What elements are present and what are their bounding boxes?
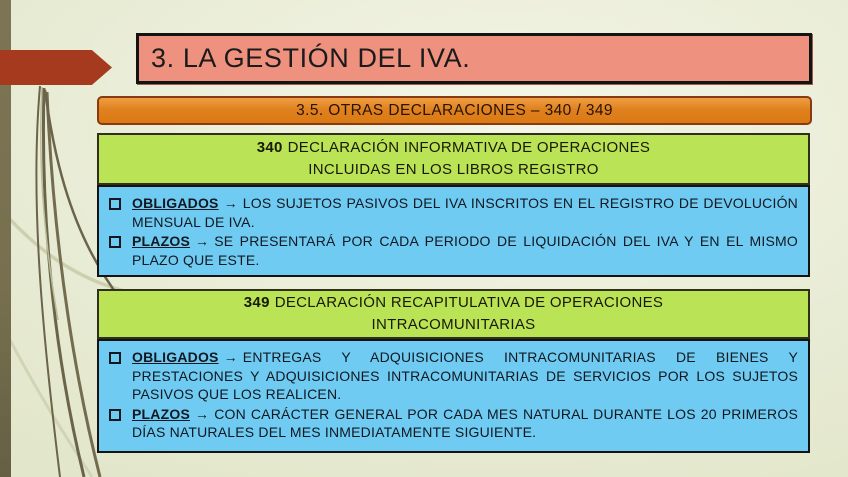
right-arrow-banner-icon (0, 50, 112, 85)
bullet-text: ENTREGAS Y ADQUISICIONES INTRACOMUNITARI… (132, 349, 798, 402)
section-340-number: 340 (256, 139, 283, 157)
section-340-bullet-list: OBLIGADOS → LOS SUJETOS PASIVOS DEL IVA IN… (107, 194, 798, 269)
bullet-text: LOS SUJETOS PASIVOS DEL IVA INSCRITOS EN… (132, 195, 798, 230)
section-349-bullet-list: OBLIGADOS → ENTREGAS Y ADQUISICIONES INTRA… (107, 348, 798, 442)
bullet-term: OBLIGADOS (132, 349, 219, 365)
section-349-title: DECLARACIÓN RECAPITULATIVA DE OPERACIONE… (274, 294, 664, 312)
left-olive-stripe (0, 0, 11, 477)
slide-title-box: 3. LA GESTIÓN DEL IVA. (136, 33, 812, 84)
section-340-heading-line1: 340 DECLARACIÓN INFORMATIVA DE OPERACIONE… (99, 137, 808, 159)
bullet-text: SE PRESENTARÁ POR CADA PERIODO DE LIQUID… (132, 233, 798, 268)
subtitle-bar: 3.5. OTRAS DECLARACIONES – 340 / 349 (97, 96, 812, 125)
square-bullet-icon (109, 198, 121, 210)
arrow-icon: → (223, 349, 238, 365)
section-349-number: 349 (243, 294, 270, 312)
arrow-icon: → (194, 233, 210, 249)
arrow-icon: → (223, 195, 238, 211)
bullet-text: CON CARÁCTER GENERAL POR CADA MES NATURA… (132, 405, 798, 441)
section-340-heading-line2: INCLUIDAS EN LOS LIBROS REGISTRO (308, 161, 599, 178)
arrow-icon: → (194, 405, 210, 422)
bullet-term: PLAZOS (132, 233, 190, 249)
section-349-body: OBLIGADOS → ENTREGAS Y ADQUISICIONES INTRA… (97, 339, 810, 453)
section-349-heading-line2: INTRACOMUNITARIAS (371, 316, 536, 333)
section-340-header: 340 DECLARACIÓN INFORMATIVA DE OPERACIONE… (97, 133, 810, 185)
slide-title: 3. LA GESTIÓN DEL IVA. (151, 43, 471, 73)
bullet-term: PLAZOS (132, 405, 190, 422)
square-bullet-icon (109, 352, 121, 364)
bullet-item: PLAZOS → SE PRESENTARÁ POR CADA PERIODO DE… (107, 232, 798, 269)
bullet-item: OBLIGADOS → LOS SUJETOS PASIVOS DEL IVA IN… (107, 194, 798, 231)
slide-subtitle: 3.5. OTRAS DECLARACIONES – 340 / 349 (296, 101, 613, 119)
square-bullet-icon (109, 236, 121, 248)
square-bullet-icon (109, 408, 121, 421)
bullet-term: OBLIGADOS (132, 195, 219, 211)
bullet-item: PLAZOS → CON CARÁCTER GENERAL POR CADA MES… (107, 405, 798, 442)
section-349-heading-line1: 349 DECLARACIÓN RECAPITULATIVA DE OPERACI… (99, 292, 808, 314)
section-340-body: OBLIGADOS → LOS SUJETOS PASIVOS DEL IVA IN… (97, 185, 810, 277)
section-340-title: DECLARACIÓN INFORMATIVA DE OPERACIONES (287, 139, 651, 157)
bullet-item: OBLIGADOS → ENTREGAS Y ADQUISICIONES INTRA… (107, 348, 798, 404)
section-349-header: 349 DECLARACIÓN RECAPITULATIVA DE OPERACI… (97, 289, 810, 339)
